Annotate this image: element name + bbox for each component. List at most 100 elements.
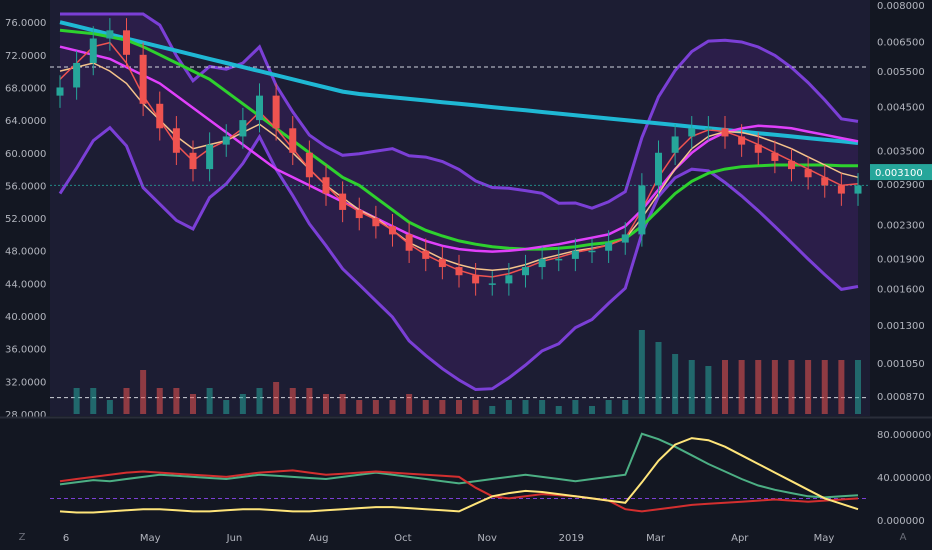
candle-body (372, 218, 380, 227)
oscillator-red-line (59, 469, 859, 513)
band-upper-line (60, 12, 859, 210)
left-axis-tick: 76.0000 (5, 18, 46, 29)
left-axis-tick: 60.0000 (5, 149, 46, 160)
volume-bar (439, 400, 446, 414)
volume-bar (90, 388, 97, 414)
volume-bar (323, 394, 329, 414)
volume-bar (821, 360, 828, 414)
candle-body (339, 193, 347, 210)
volume-bar (273, 382, 280, 414)
candle-body (389, 226, 396, 235)
candle-body (272, 95, 280, 129)
candle-body (821, 177, 829, 186)
x-axis-tick: Mar (646, 533, 666, 544)
x-axis-tick: 2019 (559, 533, 584, 544)
candle-body (538, 258, 546, 268)
volume-bar (638, 330, 645, 414)
volume-bar (771, 360, 778, 414)
volume-bar (855, 360, 861, 414)
volume-bar (522, 400, 529, 414)
right-axis-tick: 0.003500 (877, 147, 925, 158)
volume-bar (489, 406, 496, 414)
left-axis-tick: 28.0000 (5, 410, 46, 421)
current-value-badge (870, 164, 932, 181)
candle-body (571, 250, 579, 259)
auto-scale-icon[interactable]: A (900, 532, 907, 543)
candle-body (405, 234, 413, 251)
left-axis-tick: 44.0000 (5, 279, 46, 290)
volume-bar (622, 400, 629, 414)
candle-body (222, 136, 230, 145)
volume-bar (705, 366, 712, 414)
candle-body (522, 267, 529, 276)
volume-bar (422, 400, 429, 414)
left-axis-tick: 40.0000 (5, 312, 46, 323)
candle-body (322, 177, 330, 194)
left-axis-tick: 52.0000 (5, 214, 46, 225)
candle-body (355, 209, 363, 219)
volume-bar (738, 360, 745, 414)
candle-body (488, 283, 496, 285)
x-axis-tick: Jun (226, 533, 243, 544)
volume-bar (306, 388, 313, 414)
candle-body (206, 144, 214, 170)
left-axis-tick: 48.0000 (5, 247, 46, 258)
candle-body (505, 275, 513, 284)
left-axis-tick: 56.0000 (5, 181, 46, 192)
candle-body (73, 62, 81, 88)
volume-bar (555, 406, 562, 414)
price-candles (56, 18, 862, 296)
volume-bar (722, 360, 728, 414)
axes: 76.0000 72.0000 68.0000 64.0000 60.0000 56.00… (5, 1, 932, 544)
x-axis-tick: 6 (63, 533, 69, 544)
right-axis-tick: 0.000870 (877, 392, 925, 403)
candle-body (106, 30, 114, 39)
volume-bar (206, 388, 213, 414)
left-axis-tick: 68.0000 (5, 83, 46, 94)
volume-bar (605, 400, 612, 414)
volume-bar (339, 394, 346, 414)
volume-bar (456, 400, 462, 414)
candle-body (738, 136, 746, 145)
candle-body (721, 128, 729, 137)
right-axis-tick: 0.002300 (877, 221, 925, 232)
candle-body (422, 250, 430, 259)
volume-bar (838, 360, 845, 414)
left-axis-tick: 32.0000 (5, 377, 46, 388)
x-axis-tick: May (814, 533, 835, 544)
x-axis-tick: Aug (309, 533, 329, 544)
candle-body (56, 87, 64, 96)
right-axis-tick: 0.001900 (877, 254, 925, 265)
ma-green-line (59, 28, 858, 251)
candle-body (89, 38, 97, 63)
x-axis-tick: Oct (394, 533, 411, 544)
volume-bar (505, 400, 512, 414)
current-value-label: 0.003100 (875, 168, 923, 179)
volume-bar (589, 406, 595, 414)
oscillator-lines (59, 432, 859, 514)
candle-body (605, 242, 613, 251)
candle-body (854, 185, 862, 194)
candle-body (289, 128, 297, 153)
right-axis-tick: 0.002900 (877, 180, 925, 191)
left-axis-tick: 36.0000 (5, 345, 46, 356)
candle-body (771, 152, 779, 161)
oscillator-green-line (59, 432, 859, 499)
x-axis-tick: May (140, 533, 161, 544)
candle-body (305, 152, 313, 178)
x-axis-tick: Apr (731, 533, 749, 544)
right-axis-tick: 0.005500 (877, 67, 925, 78)
candle-body (804, 169, 812, 178)
timezone-icon[interactable]: Z (19, 532, 26, 543)
right-axis-tick: 0.008000 (877, 1, 925, 12)
oscillator-axis-tick: 80.000000 (877, 430, 931, 441)
candle-body (621, 234, 629, 243)
candle-body (455, 267, 463, 276)
volume-bar (755, 360, 762, 414)
volume-bar (406, 394, 413, 414)
volume-bar (356, 400, 363, 414)
candle-body (837, 185, 845, 194)
volume-bar (73, 388, 80, 414)
volume-bar (256, 388, 263, 414)
